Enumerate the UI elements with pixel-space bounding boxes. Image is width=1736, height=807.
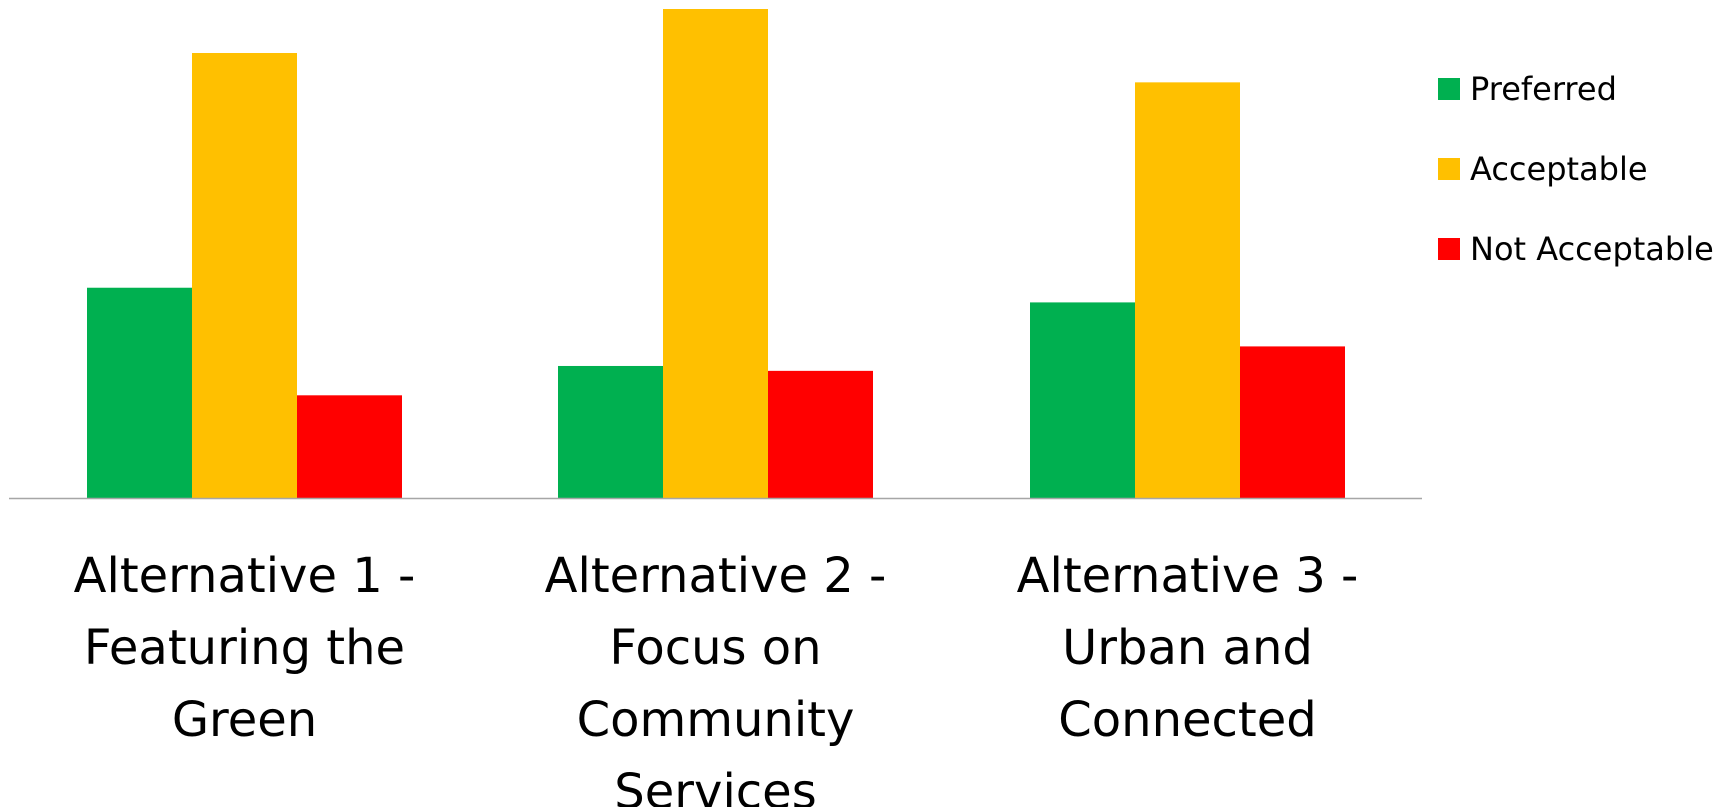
- category-label-1-line-1: Alternative 1 -: [74, 548, 416, 604]
- legend: Preferred Acceptable Not Acceptable: [1438, 70, 1728, 312]
- category-label-3-line-2: Urban and: [1062, 620, 1313, 676]
- category-label-1-line-3: Green: [172, 692, 317, 748]
- legend-item-preferred: Preferred: [1438, 70, 1728, 108]
- category-label-2-line-4: Services: [614, 764, 816, 807]
- bar-not-acceptable-alt-3: [1240, 346, 1345, 498]
- bars-group: [87, 9, 1345, 498]
- bar-not-acceptable-alt-1: [297, 395, 402, 498]
- category-label-2-line-3: Community: [577, 692, 855, 748]
- legend-swatch-preferred: [1438, 78, 1460, 100]
- bar-acceptable-alt-1: [192, 53, 297, 498]
- legend-item-not-acceptable: Not Acceptable: [1438, 230, 1728, 268]
- legend-label-not-acceptable: Not Acceptable: [1470, 230, 1714, 268]
- category-label-3: Alternative 3 - Urban and Connected: [1017, 548, 1359, 748]
- legend-item-acceptable: Acceptable: [1438, 150, 1728, 188]
- category-label-2-line-2: Focus on: [609, 620, 821, 676]
- bar-preferred-alt-2: [558, 365, 663, 498]
- category-label-1-line-2: Featuring the: [84, 620, 405, 676]
- category-label-3-line-3: Connected: [1058, 692, 1316, 748]
- category-label-2-line-1: Alternative 2 -: [545, 548, 887, 604]
- bar-acceptable-alt-2: [663, 9, 768, 498]
- legend-swatch-not-acceptable: [1438, 238, 1460, 260]
- legend-label-acceptable: Acceptable: [1470, 150, 1648, 188]
- legend-label-preferred: Preferred: [1470, 70, 1617, 108]
- bar-preferred-alt-1: [87, 287, 192, 498]
- legend-swatch-acceptable: [1438, 158, 1460, 180]
- category-labels: Alternative 1 -Featuring the GreenAlterna…: [74, 548, 1359, 807]
- category-label-3-line-1: Alternative 3 -: [1017, 548, 1359, 604]
- bar-not-acceptable-alt-2: [768, 370, 873, 498]
- bar-acceptable-alt-3: [1135, 82, 1240, 498]
- category-label-1: Alternative 1 - Featuring the Green: [74, 548, 416, 748]
- bar-preferred-alt-3: [1030, 302, 1135, 498]
- category-label-2: Alternative 2 - Focus on Community Services: [545, 548, 887, 807]
